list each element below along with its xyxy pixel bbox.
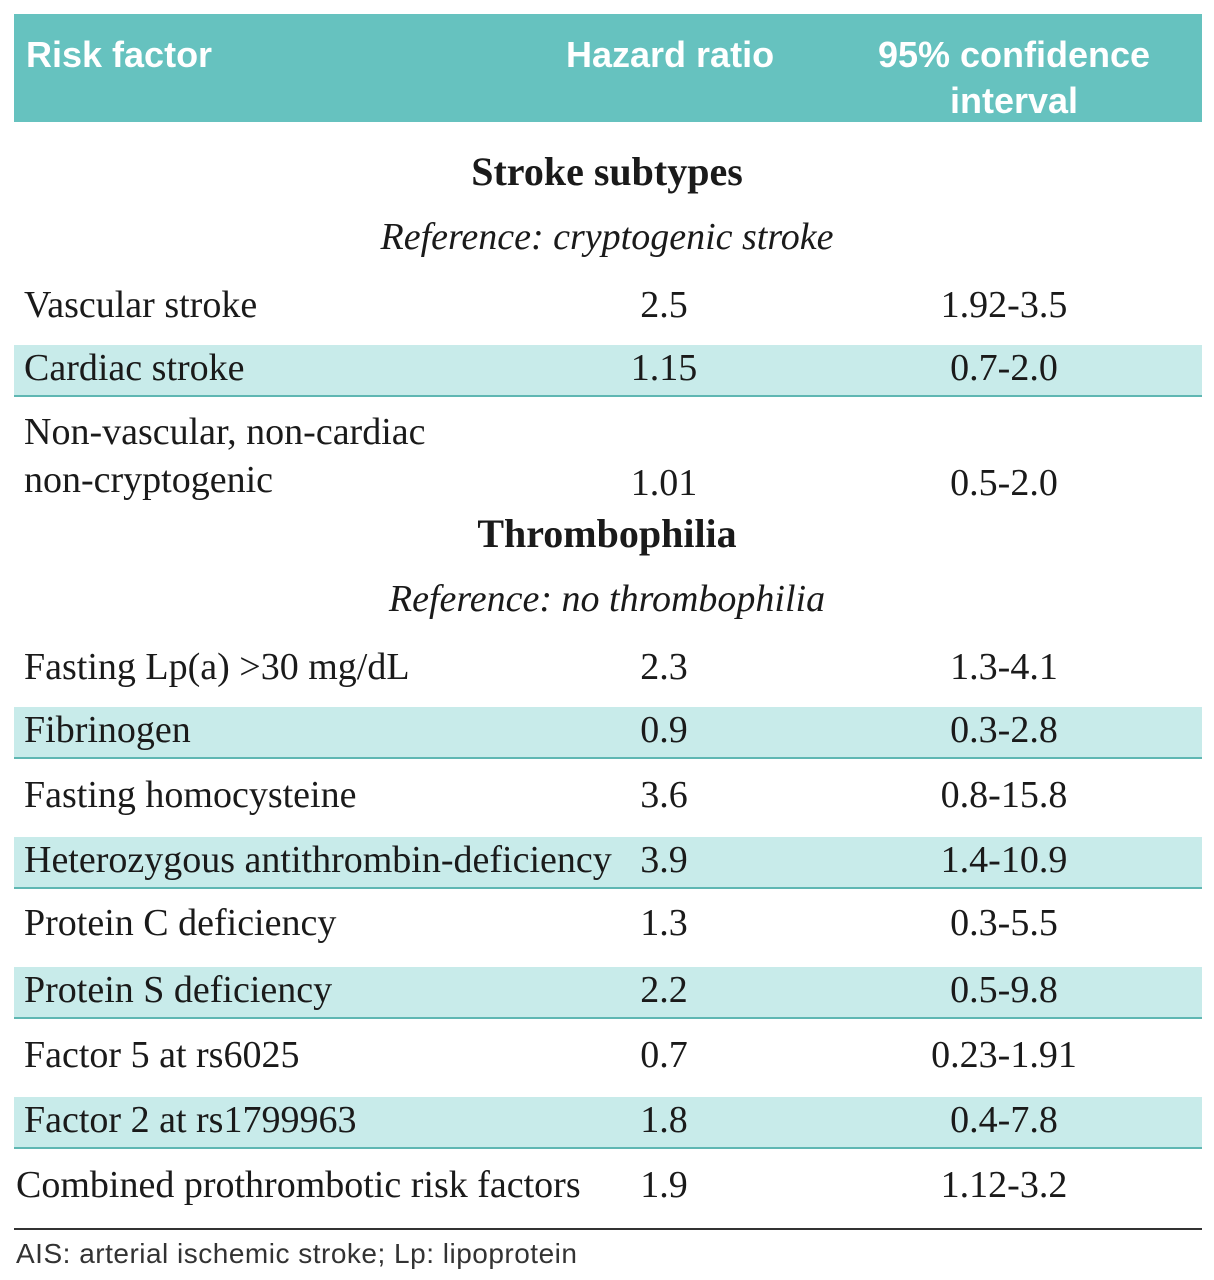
header-hazard-ratio: Hazard ratio bbox=[566, 34, 775, 75]
row-label: Factor 5 at rs6025 bbox=[24, 1034, 300, 1076]
header-risk-factor: Risk factor bbox=[26, 34, 213, 75]
row-label: Protein C deficiency bbox=[24, 902, 337, 944]
row-hazard-ratio: 1.9 bbox=[640, 1164, 688, 1206]
row-label: Fasting Lp(a) >30 mg/dL bbox=[24, 646, 410, 688]
row-label: Heterozygous antithrombin-deficiency bbox=[24, 839, 612, 881]
row-confidence-interval: 1.12-3.2 bbox=[940, 1164, 1068, 1206]
row-hazard-ratio: 1.01 bbox=[630, 462, 698, 504]
table-row: Protein S deficiency 2.2 0.5-9.8 bbox=[14, 967, 1202, 1019]
row-confidence-interval: 0.3-2.8 bbox=[950, 709, 1058, 751]
table-row: Cardiac stroke 1.15 0.7-2.0 bbox=[14, 345, 1202, 397]
row-hazard-ratio: 3.6 bbox=[640, 774, 688, 816]
table-row: Non-vascular, non-cardiac non-cryptogeni… bbox=[14, 400, 1202, 512]
section-title: Stroke subtypes bbox=[471, 149, 743, 194]
row-confidence-interval: 1.3-4.1 bbox=[950, 646, 1058, 688]
header-ci-line2: interval bbox=[949, 80, 1079, 121]
row-label: Protein S deficiency bbox=[24, 969, 333, 1011]
row-label-line1: Non-vascular, non-cardiac bbox=[24, 411, 426, 453]
header-ci-line1: 95% confidence bbox=[877, 34, 1151, 75]
table-bottom-rule bbox=[14, 1228, 1202, 1230]
row-confidence-interval: 1.92-3.5 bbox=[940, 284, 1068, 326]
table-row: Heterozygous antithrombin-deficiency 3.9… bbox=[14, 837, 1202, 889]
row-label: Factor 2 at rs1799963 bbox=[24, 1099, 357, 1141]
table-row: Combined prothrombotic risk factors 1.9 … bbox=[14, 1158, 1202, 1224]
section-title: Thrombophilia bbox=[477, 511, 737, 556]
row-hazard-ratio: 1.15 bbox=[630, 347, 698, 389]
table-row: Fasting homocysteine 3.6 0.8-15.8 bbox=[14, 768, 1202, 834]
row-confidence-interval: 0.5-2.0 bbox=[950, 462, 1058, 504]
row-hazard-ratio: 2.2 bbox=[640, 969, 688, 1011]
row-label-line2: non-cryptogenic bbox=[24, 459, 274, 501]
section-reference: Reference: cryptogenic stroke bbox=[380, 216, 834, 258]
row-hazard-ratio: 2.5 bbox=[640, 284, 688, 326]
table-row: Factor 5 at rs6025 0.7 0.23-1.91 bbox=[14, 1028, 1202, 1094]
row-confidence-interval: 0.4-7.8 bbox=[950, 1099, 1058, 1141]
row-hazard-ratio: 1.3 bbox=[640, 902, 688, 944]
table-row: Factor 2 at rs1799963 1.8 0.4-7.8 bbox=[14, 1097, 1202, 1149]
row-confidence-interval: 0.7-2.0 bbox=[950, 347, 1058, 389]
table-row: Vascular stroke 2.5 1.92-3.5 bbox=[14, 278, 1202, 344]
row-hazard-ratio: 1.8 bbox=[640, 1099, 688, 1141]
row-label: Combined prothrombotic risk factors bbox=[16, 1164, 581, 1206]
section-reference: Reference: no thrombophilia bbox=[388, 578, 826, 620]
table-footnote: AIS: arterial ischemic stroke; Lp: lipop… bbox=[16, 1238, 578, 1269]
row-label: Vascular stroke bbox=[24, 284, 258, 326]
table-row: Fibrinogen 0.9 0.3-2.8 bbox=[14, 707, 1202, 759]
table-header: Risk factor Hazard ratio 95% confidence … bbox=[14, 14, 1202, 122]
table-row: Fasting Lp(a) >30 mg/dL 2.3 1.3-4.1 bbox=[14, 640, 1202, 706]
header-confidence-interval: 95% confidence interval bbox=[874, 32, 1154, 124]
row-hazard-ratio: 3.9 bbox=[640, 839, 688, 881]
row-confidence-interval: 0.3-5.5 bbox=[950, 902, 1058, 944]
row-confidence-interval: 0.5-9.8 bbox=[950, 969, 1058, 1011]
row-hazard-ratio: 2.3 bbox=[640, 646, 688, 688]
row-confidence-interval: 0.8-15.8 bbox=[940, 774, 1068, 816]
row-label: Fibrinogen bbox=[24, 709, 191, 751]
row-confidence-interval: 1.4-10.9 bbox=[940, 839, 1068, 881]
row-label: Fasting homocysteine bbox=[24, 774, 357, 816]
row-hazard-ratio: 0.9 bbox=[640, 709, 688, 751]
row-label: Non-vascular, non-cardiac non-cryptogeni… bbox=[24, 408, 426, 504]
row-confidence-interval: 0.23-1.91 bbox=[931, 1034, 1077, 1076]
row-hazard-ratio: 0.7 bbox=[640, 1034, 688, 1076]
row-label: Cardiac stroke bbox=[24, 347, 245, 389]
table-row: Protein C deficiency 1.3 0.3-5.5 bbox=[14, 896, 1202, 962]
